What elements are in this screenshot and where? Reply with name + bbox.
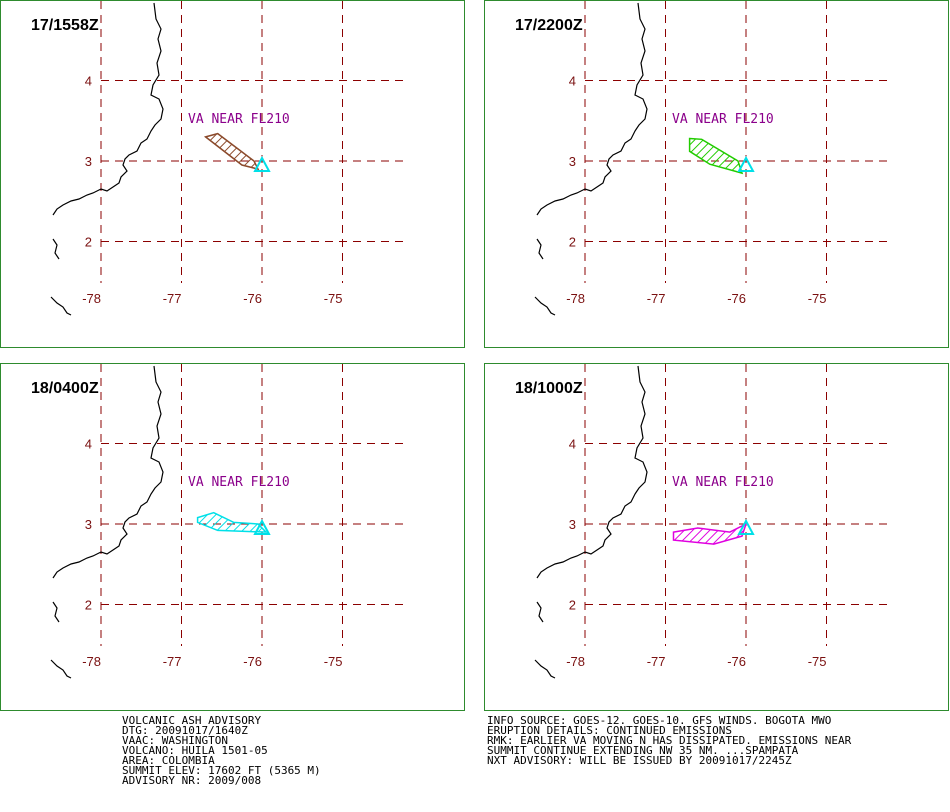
lat-tick-label: 2 [569,235,576,250]
advisory-line: ERUPTION DETAILS: CONTINUED EMISSIONS [487,724,733,737]
coastline [50,296,72,316]
panel-time-label: 18/0400Z [31,380,99,397]
lat-tick-label: 3 [569,154,576,169]
lon-tick-label: -78 [566,654,585,669]
lon-tick-label: -76 [243,291,262,306]
map-panel: -78 -77 -76 -75 4 3 2 VA NEAR FL210 18/1000Z [484,363,949,711]
panel-time-label: 17/1558Z [31,17,99,34]
advisory-left: VOLCANIC ASH ADVISORY DTG: 20091017/1640… [122,714,321,787]
advisory-line: RMK: EARLIER VA MOVING N HAS DISSIPATED.… [487,734,852,747]
lat-tick-label: 3 [569,517,576,532]
map-canvas: -78 -77 -76 -75 4 3 2 VA NEAR FL210 [50,1,406,316]
volcano-icon [737,518,755,536]
ash-level-label: VA NEAR FL210 [672,112,774,127]
advisory-line: INFO SOURCE: GOES-12. GOES-10. GFS WINDS… [487,714,832,727]
advisory-line: DTG: 20091017/1640Z [122,724,248,737]
lat-tick-label: 2 [569,598,576,613]
lat-tick-label: 4 [85,437,92,452]
ash-level-label: VA NEAR FL210 [672,475,774,490]
coastline [536,365,648,579]
lat-tick-label: 2 [85,235,92,250]
lon-tick-label: -78 [82,291,101,306]
lon-tick-label: -77 [163,291,182,306]
map-panel: -78 -77 -76 -75 4 3 2 VA NEAR FL210 17/2200Z [484,0,949,348]
coastline [534,296,556,316]
lat-tick-label: 2 [85,598,92,613]
lat-tick-label: 4 [85,74,92,89]
advisory-line: AREA: COLOMBIA [122,754,215,767]
advisory-line: SUMMIT CONTINUE EXTENDING NW 35 NM. ...S… [487,744,799,757]
lon-tick-label: -76 [727,291,746,306]
advisory-line: VOLCANIC ASH ADVISORY [122,714,262,727]
ash-plume [688,137,744,175]
coastline [536,238,544,260]
coastline [534,659,556,679]
lon-tick-label: -78 [566,291,585,306]
lon-tick-label: -78 [82,654,101,669]
advisory-line: VAAC: WASHINGTON [122,734,228,747]
ash-plume [672,522,748,545]
lon-tick-label: -75 [324,654,343,669]
lon-tick-label: -76 [727,654,746,669]
coastline [50,659,72,679]
ash-plume [196,511,268,533]
coastline [52,601,60,623]
volcano-icon [253,518,271,536]
coastline [52,2,164,216]
lat-tick-label: 3 [85,517,92,532]
map-canvas: -78 -77 -76 -75 4 3 2 VA NEAR FL210 [534,364,890,679]
ash-level-label: VA NEAR FL210 [188,475,290,490]
lon-tick-label: -77 [647,654,666,669]
lon-tick-label: -77 [163,654,182,669]
map-canvas: -78 -77 -76 -75 4 3 2 VA NEAR FL210 [534,1,890,316]
lat-tick-label: 3 [85,154,92,169]
lat-tick-label: 4 [569,437,576,452]
lon-tick-label: -75 [324,291,343,306]
lon-tick-label: -76 [243,654,262,669]
coastline [52,365,164,579]
lon-tick-label: -75 [808,291,827,306]
map-panel: -78 -77 -76 -75 4 3 2 VA NEAR FL210 17/1558Z [0,0,465,348]
ash-plume [203,132,260,171]
advisory-line: NXT ADVISORY: WILL BE ISSUED BY 20091017… [487,754,792,767]
advisory-line: ADVISORY NR: 2009/008 [122,774,262,787]
map-panel: -78 -77 -76 -75 4 3 2 VA NEAR FL210 18/0400Z [0,363,465,711]
panel-time-label: 18/1000Z [515,380,583,397]
volcano-icon [253,155,271,173]
map-canvas: -78 -77 -76 -75 4 3 2 VA NEAR FL210 [50,364,406,679]
panel-time-label: 17/2200Z [515,17,583,34]
lon-tick-label: -75 [808,654,827,669]
coastline [536,601,544,623]
lon-tick-label: -77 [647,291,666,306]
ash-level-label: VA NEAR FL210 [188,112,290,127]
volcano-icon [737,155,755,173]
advisory-line: SUMMIT ELEV: 17602 FT (5365 M) [122,764,321,777]
coastline [52,238,60,260]
advisory-line: VOLCANO: HUILA 1501-05 [122,744,268,757]
lat-tick-label: 4 [569,74,576,89]
coastline [536,2,648,216]
advisory-right: INFO SOURCE: GOES-12. GOES-10. GFS WINDS… [487,714,852,767]
